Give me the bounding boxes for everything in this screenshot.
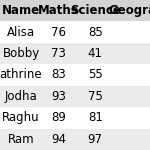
Text: athrine: athrine [0,69,42,81]
Text: Bobby: Bobby [2,47,40,60]
Text: Jodha: Jodha [5,90,37,103]
Text: Raghu: Raghu [2,111,40,124]
Text: 93: 93 [51,90,66,103]
Bar [0,86,150,107]
Text: Alisa: Alisa [7,26,35,39]
Text: 94: 94 [51,133,66,146]
Text: 73: 73 [51,47,66,60]
Text: 55: 55 [88,69,103,81]
Bar [0,21,150,43]
Text: 75: 75 [88,90,103,103]
Text: 83: 83 [51,69,66,81]
Text: Name: Name [2,4,40,17]
Text: Ram: Ram [8,133,34,146]
Text: 89: 89 [51,111,66,124]
Text: 41: 41 [88,47,103,60]
Bar [0,64,150,86]
Text: Science: Science [70,4,121,17]
Text: 97: 97 [88,133,103,146]
Text: 81: 81 [88,111,103,124]
Text: 76: 76 [51,26,66,39]
Text: 85: 85 [88,26,103,39]
Text: Maths: Maths [38,4,79,17]
Bar [0,107,150,129]
Bar [0,0,150,21]
Bar [0,43,150,64]
Bar [0,129,150,150]
Text: Geogra: Geogra [109,4,150,17]
